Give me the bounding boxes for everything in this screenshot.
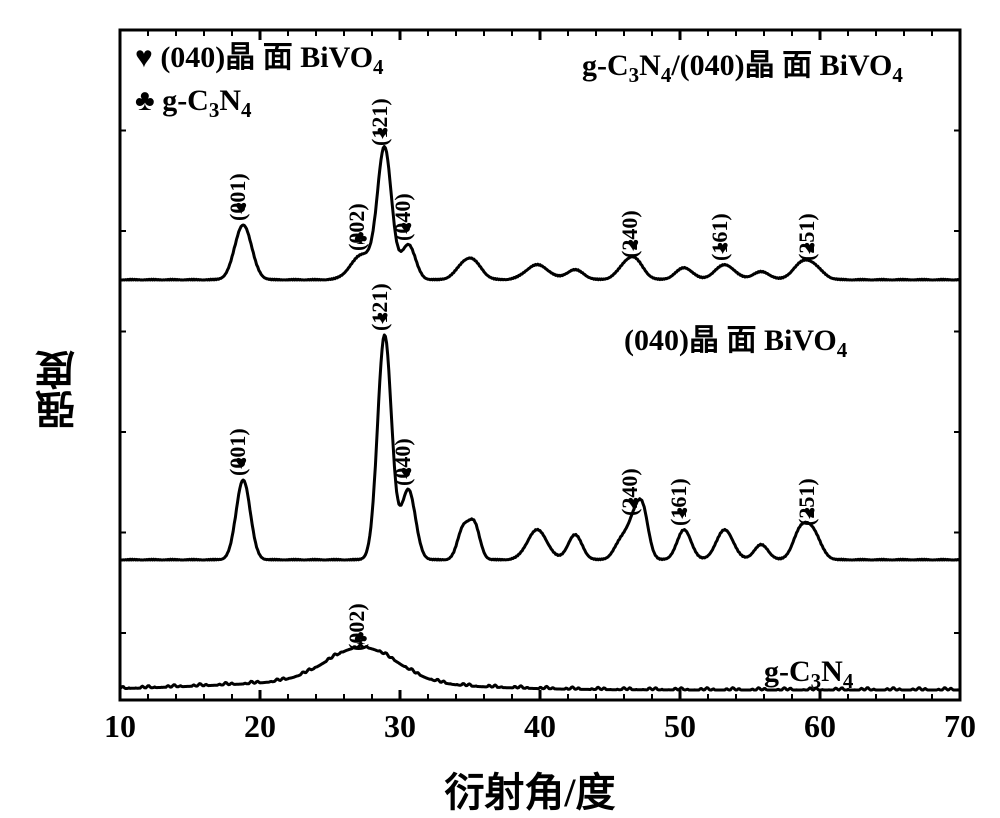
peak-hkl-label: (251)	[794, 478, 820, 526]
legend: ♥ (040)晶 面 BiVO4 ♣ g-C3N4	[135, 38, 384, 125]
x-tick-label: 50	[664, 708, 696, 745]
peak-hkl-label: (001)	[225, 173, 251, 221]
peak-hkl-label: (040)	[390, 438, 416, 486]
x-tick-label: 70	[944, 708, 976, 745]
x-tick-label: 10	[104, 708, 136, 745]
y-axis-label: 强度	[30, 300, 88, 480]
peak-hkl-label: (002)	[344, 603, 370, 651]
series-label-composite: g-C3N4/(040)晶 面 BiVO4	[582, 40, 903, 88]
x-axis-label: 衍射角/度	[400, 760, 660, 818]
peak-hkl-label: (040)	[390, 193, 416, 241]
peak-hkl-label: (161)	[666, 478, 692, 526]
peak-hkl-label: (121)	[367, 98, 393, 146]
peak-hkl-label: (161)	[707, 213, 733, 261]
legend-line-2: ♣ g-C3N4	[135, 81, 384, 124]
peak-hkl-label: (251)	[794, 213, 820, 261]
peak-hkl-label: (240)	[617, 468, 643, 516]
xrd-chart: 强度 衍射角/度 ♥ (040)晶 面 BiVO4 ♣ g-C3N4 10 20 3…	[0, 0, 1000, 818]
x-tick-label: 60	[804, 708, 836, 745]
peak-hkl-label: (002)	[344, 203, 370, 251]
legend-line-1: ♥ (040)晶 面 BiVO4	[135, 38, 384, 81]
x-tick-label: 20	[244, 708, 276, 745]
peak-hkl-label: (240)	[617, 210, 643, 258]
series-label-gcn: g-C3N4	[764, 655, 853, 694]
x-tick-label: 40	[524, 708, 556, 745]
peak-hkl-label: (121)	[367, 283, 393, 331]
x-tick-label: 30	[384, 708, 416, 745]
series-label-bivo4: (040)晶 面 BiVO4	[624, 315, 847, 363]
peak-hkl-label: (001)	[225, 428, 251, 476]
